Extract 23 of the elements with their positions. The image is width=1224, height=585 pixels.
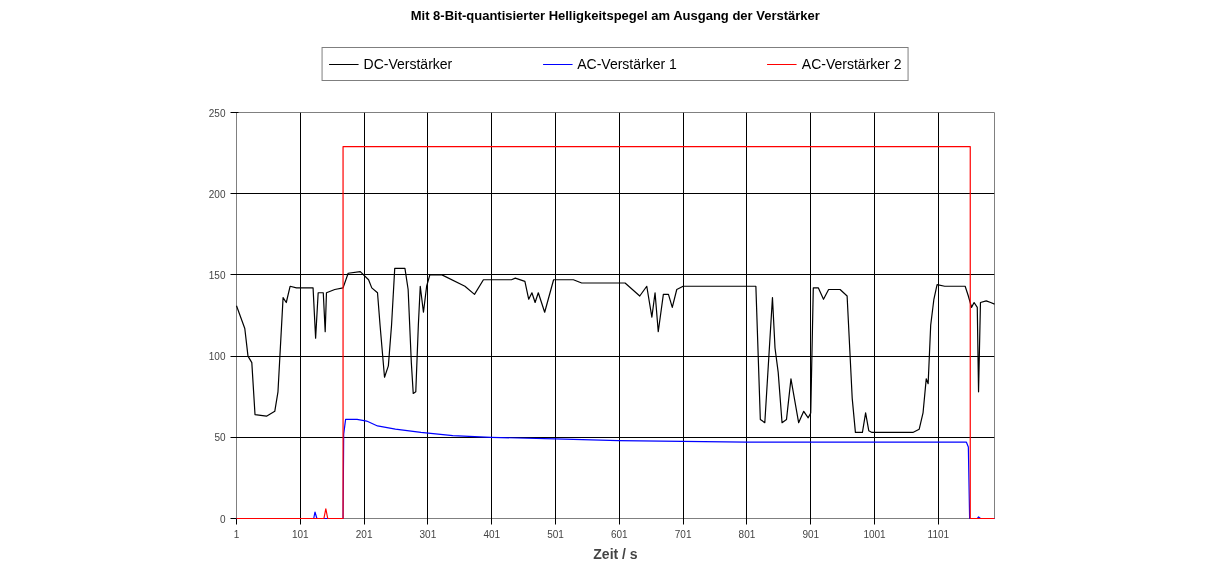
x-tick-label: 801 — [738, 528, 756, 540]
x-tick-label: 601 — [610, 528, 629, 540]
x-tick-label: 401 — [483, 528, 501, 540]
y-tick-label: 250 — [208, 107, 226, 119]
legend-label: AC-Verstärker 2 — [801, 55, 902, 72]
y-tick-label: 100 — [208, 351, 226, 363]
legend-label: DC-Verstärker — [363, 55, 453, 72]
chart-title: Mit 8-Bit-quantisierter Helligkeitspegel am Ausgang der Verstärker — [410, 7, 820, 23]
x-tick-label: 101 — [291, 528, 310, 540]
x-tick-label: 1001 — [863, 528, 887, 540]
x-tick-label: 1101 — [927, 528, 950, 540]
x-tick-label: 301 — [419, 528, 437, 540]
x-axis-title: Zeit / s — [593, 545, 638, 562]
x-tick-label: 1 — [233, 528, 240, 540]
legend-label: AC-Verstärker 1 — [577, 55, 677, 72]
y-tick-label: 150 — [208, 269, 226, 281]
y-tick-label: 200 — [208, 188, 226, 200]
x-tick-label: 501 — [547, 528, 565, 540]
y-tick-label: 50 — [214, 432, 226, 444]
x-tick-label: 201 — [355, 528, 373, 540]
x-tick-label: 701 — [674, 528, 692, 540]
x-tick-label: 901 — [802, 528, 820, 540]
y-tick-label: 0 — [219, 513, 226, 525]
